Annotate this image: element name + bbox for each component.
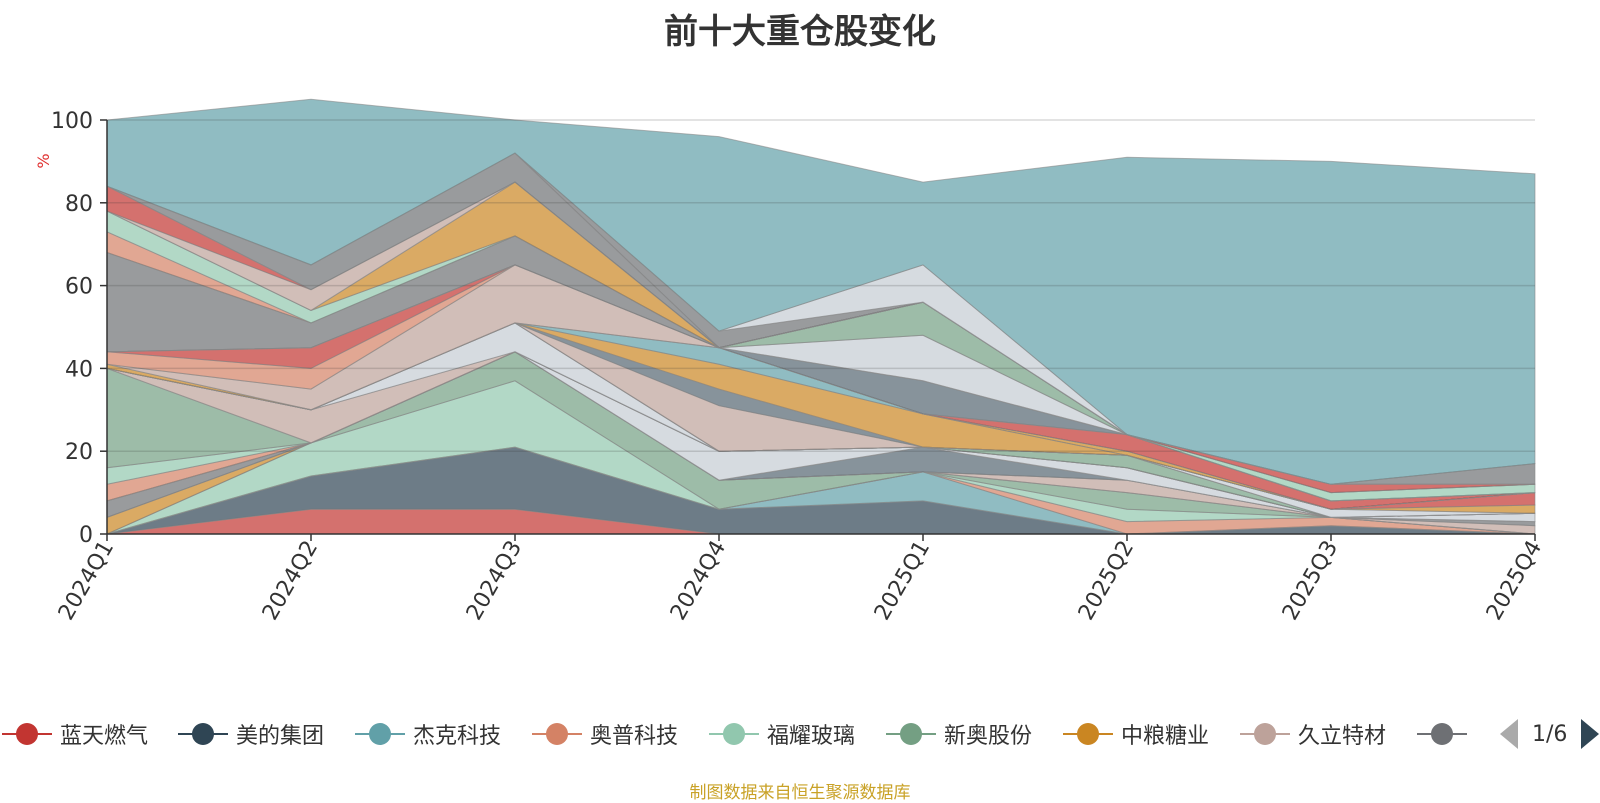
pager-next-arrow-icon[interactable]: [1581, 719, 1600, 749]
legend-item-8[interactable]: [1417, 716, 1475, 752]
legend-label: 福耀玻璃: [767, 724, 856, 749]
x-tick-label-1: 2024Q2: [258, 537, 323, 625]
x-tick-label-7: 2025Q4: [1482, 537, 1547, 625]
area-layer: [106, 98, 1536, 535]
legend-item-1[interactable]: 美的集团: [178, 716, 324, 752]
x-tick-label-6: 2025Q3: [1278, 537, 1343, 625]
legend-label: 美的集团: [236, 724, 325, 749]
legend-item-4[interactable]: 福耀玻璃: [709, 716, 855, 752]
chart-title: 前十大重仓股变化: [664, 12, 936, 52]
legend-marker-icon: [355, 721, 405, 747]
x-tick-label-3: 2024Q4: [666, 537, 731, 625]
legend-label: 杰克科技: [413, 724, 502, 749]
pager-text: 1/6: [1532, 721, 1568, 747]
y-tick-label-3: 60: [65, 275, 93, 300]
legend-marker-icon: [178, 721, 228, 747]
legend-marker-icon: [1063, 721, 1113, 747]
legend-marker-icon: [1417, 721, 1467, 747]
area-series-39: [106, 98, 1536, 485]
source-note: 制图数据来自恒生聚源数据库: [689, 783, 911, 803]
legend-item-6[interactable]: 中粮糖业: [1063, 716, 1209, 752]
legend-marker-icon: [532, 721, 582, 747]
legend-marker-icon: [709, 721, 759, 747]
y-tick-label-4: 80: [65, 192, 93, 217]
y-tick-label-0: 0: [79, 523, 93, 548]
pager-prev-arrow-icon[interactable]: [1500, 719, 1518, 749]
legend-marker-icon: [886, 721, 936, 747]
legend-item-0[interactable]: 蓝天燃气: [2, 716, 148, 752]
legend-item-3[interactable]: 奥普科技: [532, 716, 678, 752]
legend-pager: 1/6: [1500, 716, 1600, 752]
x-tick-label-0: 2024Q1: [54, 537, 119, 625]
y-axis-label: %: [34, 153, 53, 168]
legend-marker-icon: [1240, 721, 1290, 747]
x-tick-label-4: 2025Q1: [870, 537, 935, 625]
legend-label: 久立特材: [1298, 724, 1387, 749]
x-tick-label-2: 2024Q3: [462, 537, 527, 625]
y-tick-label-5: 100: [51, 109, 93, 134]
x-tick-label-5: 2025Q2: [1074, 537, 1139, 625]
legend-label: 新奥股份: [944, 724, 1033, 749]
legend-label: 中粮糖业: [1121, 724, 1210, 749]
grid-layer: [107, 119, 1535, 452]
y-tick-label-2: 40: [65, 357, 93, 382]
legend: 蓝天燃气 美的集团 杰克科技 奥普科技 福耀玻璃 新奥股份 中粮糖业 久立特材: [0, 716, 1600, 752]
legend-item-5[interactable]: 新奥股份: [886, 716, 1032, 752]
legend-label: 蓝天燃气: [60, 724, 149, 749]
legend-marker-icon: [2, 721, 52, 747]
legend-item-2[interactable]: 杰克科技: [355, 716, 501, 752]
y-tick-label-1: 20: [65, 440, 93, 465]
legend-item-7[interactable]: 久立特材: [1240, 716, 1386, 752]
legend-label: 奥普科技: [590, 724, 679, 749]
